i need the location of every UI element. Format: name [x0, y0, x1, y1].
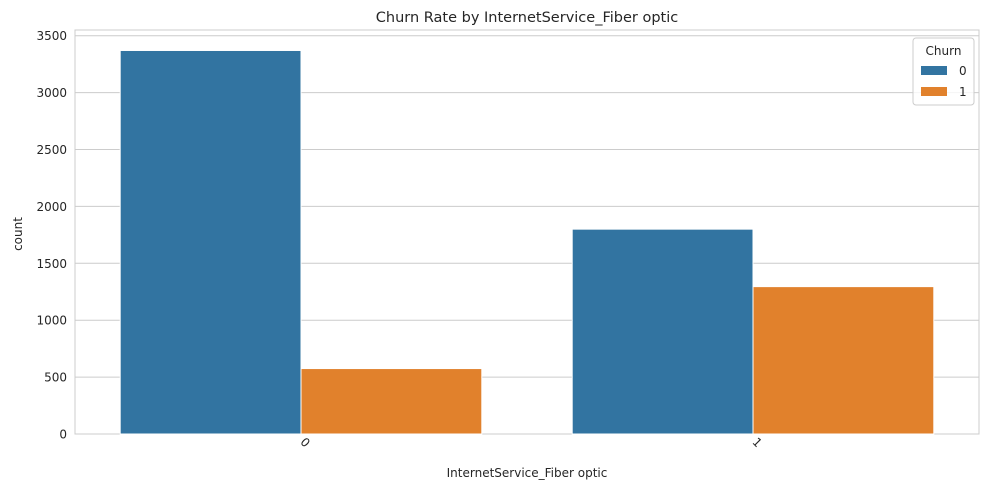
legend-swatch — [921, 87, 947, 96]
bar-cat-1-churn-0 — [571, 228, 754, 435]
y-tick-label: 500 — [44, 371, 67, 385]
bar-cat-0-churn-0 — [119, 49, 302, 435]
x-axis-label: InternetService_Fiber optic — [447, 466, 608, 480]
legend-label: 1 — [959, 85, 967, 99]
bar-cat-0-churn-1 — [300, 368, 483, 435]
y-tick-label: 2500 — [36, 143, 67, 157]
y-tick-label: 2000 — [36, 200, 67, 214]
y-axis-label: count — [11, 217, 25, 251]
legend-title: Churn — [926, 44, 962, 58]
bars — [119, 49, 935, 435]
y-tick-label: 1500 — [36, 257, 67, 271]
y-tick-label: 1000 — [36, 314, 67, 328]
y-tick-labels: 0 500 1000 1500 2000 2500 3000 3500 — [36, 29, 67, 441]
chart-title: Churn Rate by InternetService_Fiber opti… — [376, 10, 678, 26]
bar-cat-1-churn-1 — [752, 286, 935, 435]
legend-label: 0 — [959, 64, 967, 78]
legend-swatch — [921, 66, 947, 75]
y-tick-label: 3500 — [36, 29, 67, 43]
legend: Churn 0 1 — [912, 37, 975, 106]
plot-frame — [74, 29, 980, 435]
y-tick-label: 3000 — [36, 86, 67, 100]
y-tick-label: 0 — [59, 428, 67, 442]
